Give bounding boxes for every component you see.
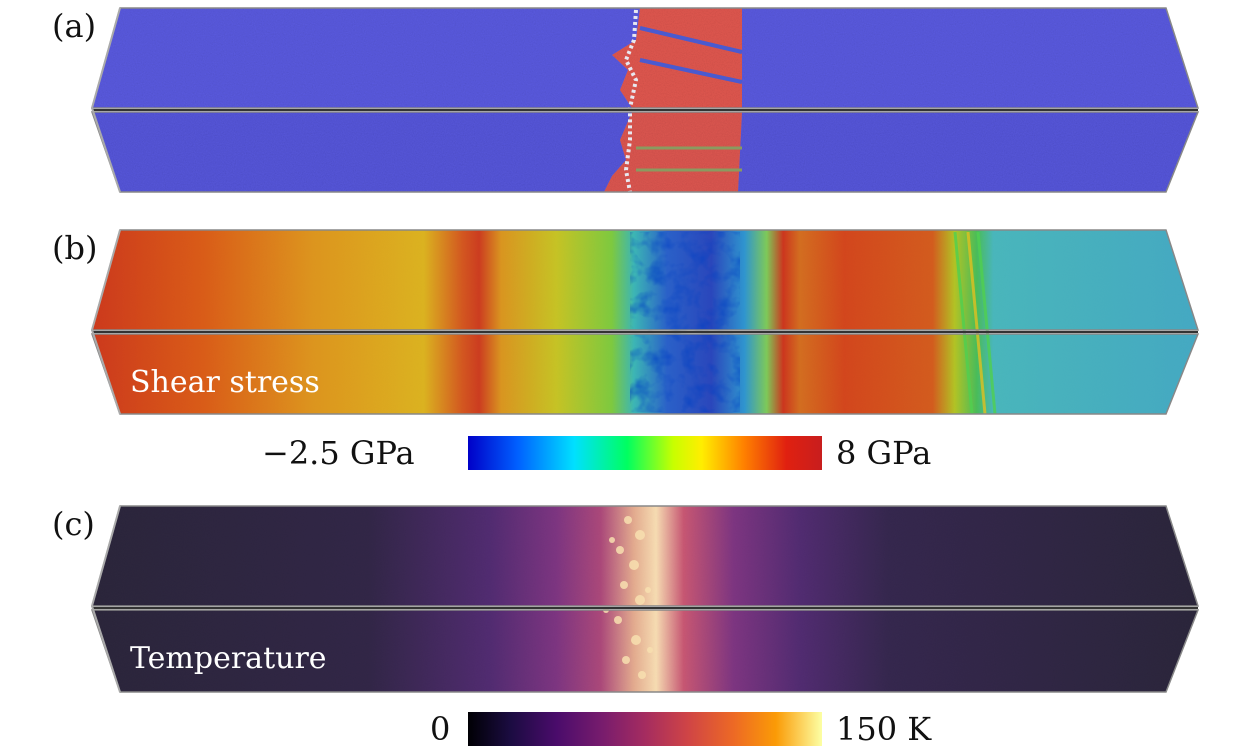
temperature-label: Temperature [130, 641, 327, 676]
temperature-colorbar-min-label: 0 [430, 710, 451, 748]
temperature-colorbar [468, 712, 822, 746]
stress-colorbar [468, 436, 822, 470]
stress-colorbar-min-label: −2.5 GPa [262, 434, 415, 472]
panel-a-image [90, 7, 1200, 193]
temperature-colorbar-max-label: 150 K [836, 710, 932, 748]
panel-c-image [90, 505, 1200, 693]
panel-label-c: (c) [52, 505, 95, 543]
panel-label-b: (b) [52, 229, 98, 267]
panel-b-image [90, 229, 1200, 415]
stress-colorbar-max-label: 8 GPa [836, 434, 932, 472]
shear-stress-label: Shear stress [130, 365, 320, 400]
panel-label-a: (a) [52, 7, 97, 45]
